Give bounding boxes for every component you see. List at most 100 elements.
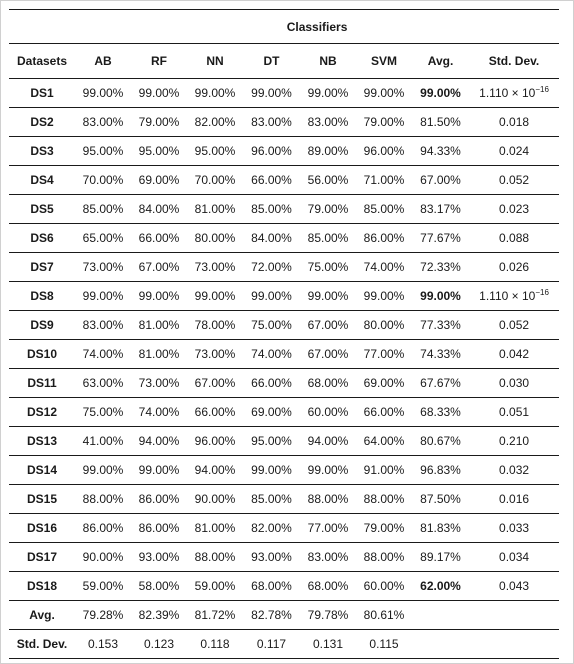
std-dev-value: 0.023 xyxy=(499,202,530,216)
rf-cell: 86.00% xyxy=(131,513,187,543)
nn-cell: 59.00% xyxy=(187,571,243,601)
nn-cell: 96.00% xyxy=(187,426,243,456)
std-dev-value: 1.110 × 10 xyxy=(479,86,536,100)
column-header-row: Datasets AB RF NN DT NB SVM Avg. Std. De… xyxy=(9,43,560,79)
std-dev-cell: 0.088 xyxy=(469,223,560,253)
std-dev-cell: 0.018 xyxy=(469,107,560,137)
summary-label: Avg. xyxy=(9,600,75,630)
summary-dt-cell: 82.78% xyxy=(243,600,300,630)
svm-cell: 85.00% xyxy=(356,194,412,224)
nb-cell: 89.00% xyxy=(300,136,356,166)
table-row: DS7 73.00% 67.00% 73.00% 72.00% 75.00% 74.00% 7… xyxy=(9,252,560,282)
group-header-row: Classifiers xyxy=(9,9,560,44)
group-header-spacer xyxy=(9,9,75,44)
svm-cell: 71.00% xyxy=(356,165,412,195)
dt-cell: 99.00% xyxy=(243,78,300,108)
svm-cell: 80.00% xyxy=(356,310,412,340)
dt-cell: 69.00% xyxy=(243,397,300,427)
nb-cell: 67.00% xyxy=(300,310,356,340)
ab-cell: 95.00% xyxy=(75,136,131,166)
std-dev-cell: 0.030 xyxy=(469,368,560,398)
table-row: DS9 83.00% 81.00% 78.00% 75.00% 67.00% 80.00% 7… xyxy=(9,310,560,340)
ab-cell: 73.00% xyxy=(75,252,131,282)
summary-nb-cell: 0.131 xyxy=(300,629,356,659)
results-table: Classifiers Datasets AB RF NN DT NB SVM … xyxy=(9,9,560,659)
ab-cell: 99.00% xyxy=(75,78,131,108)
empty-cell xyxy=(412,629,469,659)
dt-cell: 99.00% xyxy=(243,281,300,311)
dataset-cell: DS11 xyxy=(9,368,75,398)
svm-cell: 86.00% xyxy=(356,223,412,253)
table-row: DS6 65.00% 66.00% 80.00% 84.00% 85.00% 86.00% 7… xyxy=(9,223,560,253)
summary-svm-cell: 0.115 xyxy=(356,629,412,659)
nb-cell: 85.00% xyxy=(300,223,356,253)
ab-cell: 75.00% xyxy=(75,397,131,427)
ab-cell: 59.00% xyxy=(75,571,131,601)
rf-cell: 73.00% xyxy=(131,368,187,398)
table-row: DS4 70.00% 69.00% 70.00% 66.00% 56.00% 71.00% 6… xyxy=(9,165,560,195)
std-dev-cell: 0.026 xyxy=(469,252,560,282)
dt-cell: 68.00% xyxy=(243,571,300,601)
std-dev-cell: 0.023 xyxy=(469,194,560,224)
avg-cell: 87.50% xyxy=(412,484,469,514)
table-row: DS18 59.00% 58.00% 59.00% 68.00% 68.00% 60.00%… xyxy=(9,571,560,601)
std-dev-value: 1.110 × 10 xyxy=(479,289,536,303)
nb-cell: 99.00% xyxy=(300,455,356,485)
table-row: DS3 95.00% 95.00% 95.00% 96.00% 89.00% 96.00% 9… xyxy=(9,136,560,166)
svm-cell: 77.00% xyxy=(356,339,412,369)
rf-cell: 94.00% xyxy=(131,426,187,456)
classifiers-group-header: Classifiers xyxy=(75,9,560,44)
svm-cell: 79.00% xyxy=(356,513,412,543)
nn-cell: 81.00% xyxy=(187,194,243,224)
dataset-cell: DS1 xyxy=(9,78,75,108)
svm-cell: 96.00% xyxy=(356,136,412,166)
ab-cell: 83.00% xyxy=(75,107,131,137)
std-dev-value: 0.034 xyxy=(499,550,530,564)
summary-nn-cell: 81.72% xyxy=(187,600,243,630)
std-dev-cell: 0.043 xyxy=(469,571,560,601)
nb-cell: 77.00% xyxy=(300,513,356,543)
nn-cell: 88.00% xyxy=(187,542,243,572)
nn-cell: 81.00% xyxy=(187,513,243,543)
dt-cell: 74.00% xyxy=(243,339,300,369)
ab-cell: 70.00% xyxy=(75,165,131,195)
dt-cell: 93.00% xyxy=(243,542,300,572)
col-header-avg: Avg. xyxy=(412,43,469,79)
svm-cell: 99.00% xyxy=(356,281,412,311)
avg-cell: 99.00% xyxy=(412,78,469,108)
nb-cell: 60.00% xyxy=(300,397,356,427)
std-dev-value: 0.052 xyxy=(499,318,530,332)
svm-cell: 66.00% xyxy=(356,397,412,427)
rf-cell: 93.00% xyxy=(131,542,187,572)
col-header-nb: NB xyxy=(300,43,356,79)
nb-cell: 56.00% xyxy=(300,165,356,195)
rf-cell: 95.00% xyxy=(131,136,187,166)
avg-cell: 99.00% xyxy=(412,281,469,311)
dt-cell: 96.00% xyxy=(243,136,300,166)
avg-cell: 72.33% xyxy=(412,252,469,282)
ab-cell: 99.00% xyxy=(75,281,131,311)
nn-cell: 94.00% xyxy=(187,455,243,485)
dataset-cell: DS16 xyxy=(9,513,75,543)
ab-cell: 63.00% xyxy=(75,368,131,398)
svm-cell: 88.00% xyxy=(356,484,412,514)
table-row: DS15 88.00% 86.00% 90.00% 85.00% 88.00% 88.00%… xyxy=(9,484,560,514)
avg-cell: 96.83% xyxy=(412,455,469,485)
empty-cell xyxy=(469,629,560,659)
col-header-datasets: Datasets xyxy=(9,43,75,79)
nn-cell: 80.00% xyxy=(187,223,243,253)
ab-cell: 99.00% xyxy=(75,455,131,485)
avg-cell: 81.83% xyxy=(412,513,469,543)
std-dev-value: 0.042 xyxy=(499,347,530,361)
col-header-nn: NN xyxy=(187,43,243,79)
avg-cell: 74.33% xyxy=(412,339,469,369)
ab-cell: 85.00% xyxy=(75,194,131,224)
avg-cell: 89.17% xyxy=(412,542,469,572)
avg-cell: 81.50% xyxy=(412,107,469,137)
nb-cell: 79.00% xyxy=(300,194,356,224)
std-dev-value: 0.032 xyxy=(499,463,530,477)
dt-cell: 66.00% xyxy=(243,165,300,195)
table-row: DS1 99.00% 99.00% 99.00% 99.00% 99.00% 99.00% 9… xyxy=(9,78,560,108)
dt-cell: 82.00% xyxy=(243,513,300,543)
std-dev-value: 0.016 xyxy=(499,492,530,506)
